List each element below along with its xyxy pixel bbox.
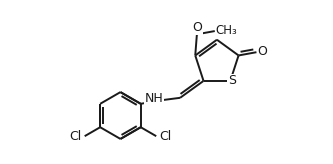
Text: Cl: Cl [70,130,82,143]
Text: O: O [257,45,267,58]
Text: Cl: Cl [159,130,171,143]
Text: CH₃: CH₃ [215,24,237,37]
Text: O: O [192,21,202,34]
Text: NH: NH [145,92,164,105]
Text: S: S [228,74,236,87]
